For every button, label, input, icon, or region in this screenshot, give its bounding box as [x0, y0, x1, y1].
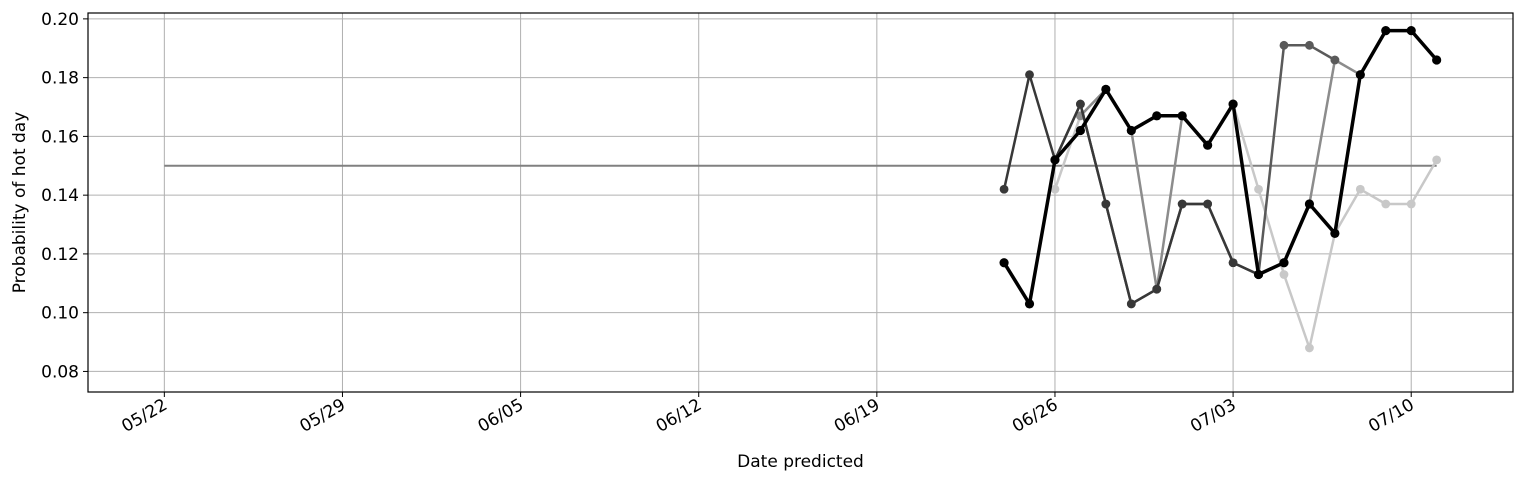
- x-tick-label: 06/05: [475, 395, 527, 437]
- x-tick-label: 06/19: [831, 395, 883, 437]
- data-point: [1228, 99, 1238, 109]
- series-line: [1002, 28, 1439, 306]
- y-tick-label: 0.20: [41, 10, 79, 30]
- data-point: [1101, 84, 1111, 94]
- data-point: [1126, 125, 1136, 136]
- data-point: [1050, 184, 1060, 194]
- data-point: [1203, 140, 1213, 150]
- series-line: [1053, 88, 1438, 350]
- data-point: [1355, 184, 1365, 194]
- x-axis-label: Date predicted: [737, 452, 864, 472]
- series-4: [999, 70, 1263, 309]
- plot-frame: [87, 12, 1514, 393]
- data-point: [1101, 199, 1111, 209]
- data-point: [1177, 111, 1187, 121]
- data-point: [1330, 228, 1340, 238]
- data-point: [1279, 258, 1289, 268]
- data-point: [1381, 199, 1391, 209]
- data-point: [999, 184, 1009, 194]
- data-point: [1432, 155, 1442, 165]
- series-line: [1002, 73, 1260, 306]
- data-point: [1025, 70, 1034, 80]
- y-tick-label: 0.10: [41, 304, 79, 324]
- series-5: [999, 26, 1442, 309]
- data-point: [1126, 299, 1136, 309]
- data-point: [1305, 343, 1314, 353]
- data-point: [1432, 55, 1442, 65]
- data-point: [1076, 99, 1085, 109]
- x-tick-label: 05/29: [297, 395, 349, 437]
- data-point: [1024, 299, 1035, 309]
- data-point: [1203, 199, 1213, 209]
- x-tick-label: 07/10: [1365, 395, 1417, 437]
- y-tick-label: 0.08: [41, 362, 79, 382]
- y-tick-label: 0.14: [41, 186, 79, 206]
- data-point: [1075, 125, 1086, 136]
- y-tick-label: 0.16: [41, 127, 79, 147]
- x-tick-label: 05/22: [118, 395, 170, 437]
- axis-ticks: 05/22 05/29 06/05 06/12 06/19 06/26 07/03 07/10…: [41, 10, 1418, 437]
- data-point: [1050, 155, 1060, 165]
- data-point: [1305, 40, 1314, 50]
- data-point: [1330, 55, 1340, 65]
- data-point: [1228, 258, 1238, 268]
- data-point: [1279, 270, 1289, 279]
- y-axis-label: Probability of hot day: [10, 112, 30, 294]
- series-3: [1050, 40, 1340, 309]
- data-point: [1381, 26, 1391, 36]
- data-point: [1304, 199, 1315, 209]
- y-tick-label: 0.12: [41, 245, 79, 265]
- grid-lines: [88, 13, 1513, 392]
- data-point: [1177, 199, 1187, 209]
- y-tick-label: 0.18: [41, 69, 79, 89]
- data-point: [1406, 26, 1416, 36]
- data-point: [1152, 111, 1162, 121]
- series-line: [1079, 29, 1438, 291]
- series-line: [1053, 44, 1336, 306]
- series-group: [999, 26, 1442, 353]
- data-point: [1406, 199, 1416, 209]
- x-tick-label: 06/12: [653, 395, 705, 437]
- data-point: [1152, 284, 1162, 294]
- data-point: [1279, 40, 1289, 50]
- x-tick-label: 06/26: [1009, 395, 1061, 437]
- data-point: [1254, 184, 1263, 194]
- data-point: [999, 258, 1009, 268]
- data-point: [1253, 269, 1264, 280]
- data-point: [1355, 70, 1365, 80]
- x-tick-label: 07/03: [1187, 395, 1239, 437]
